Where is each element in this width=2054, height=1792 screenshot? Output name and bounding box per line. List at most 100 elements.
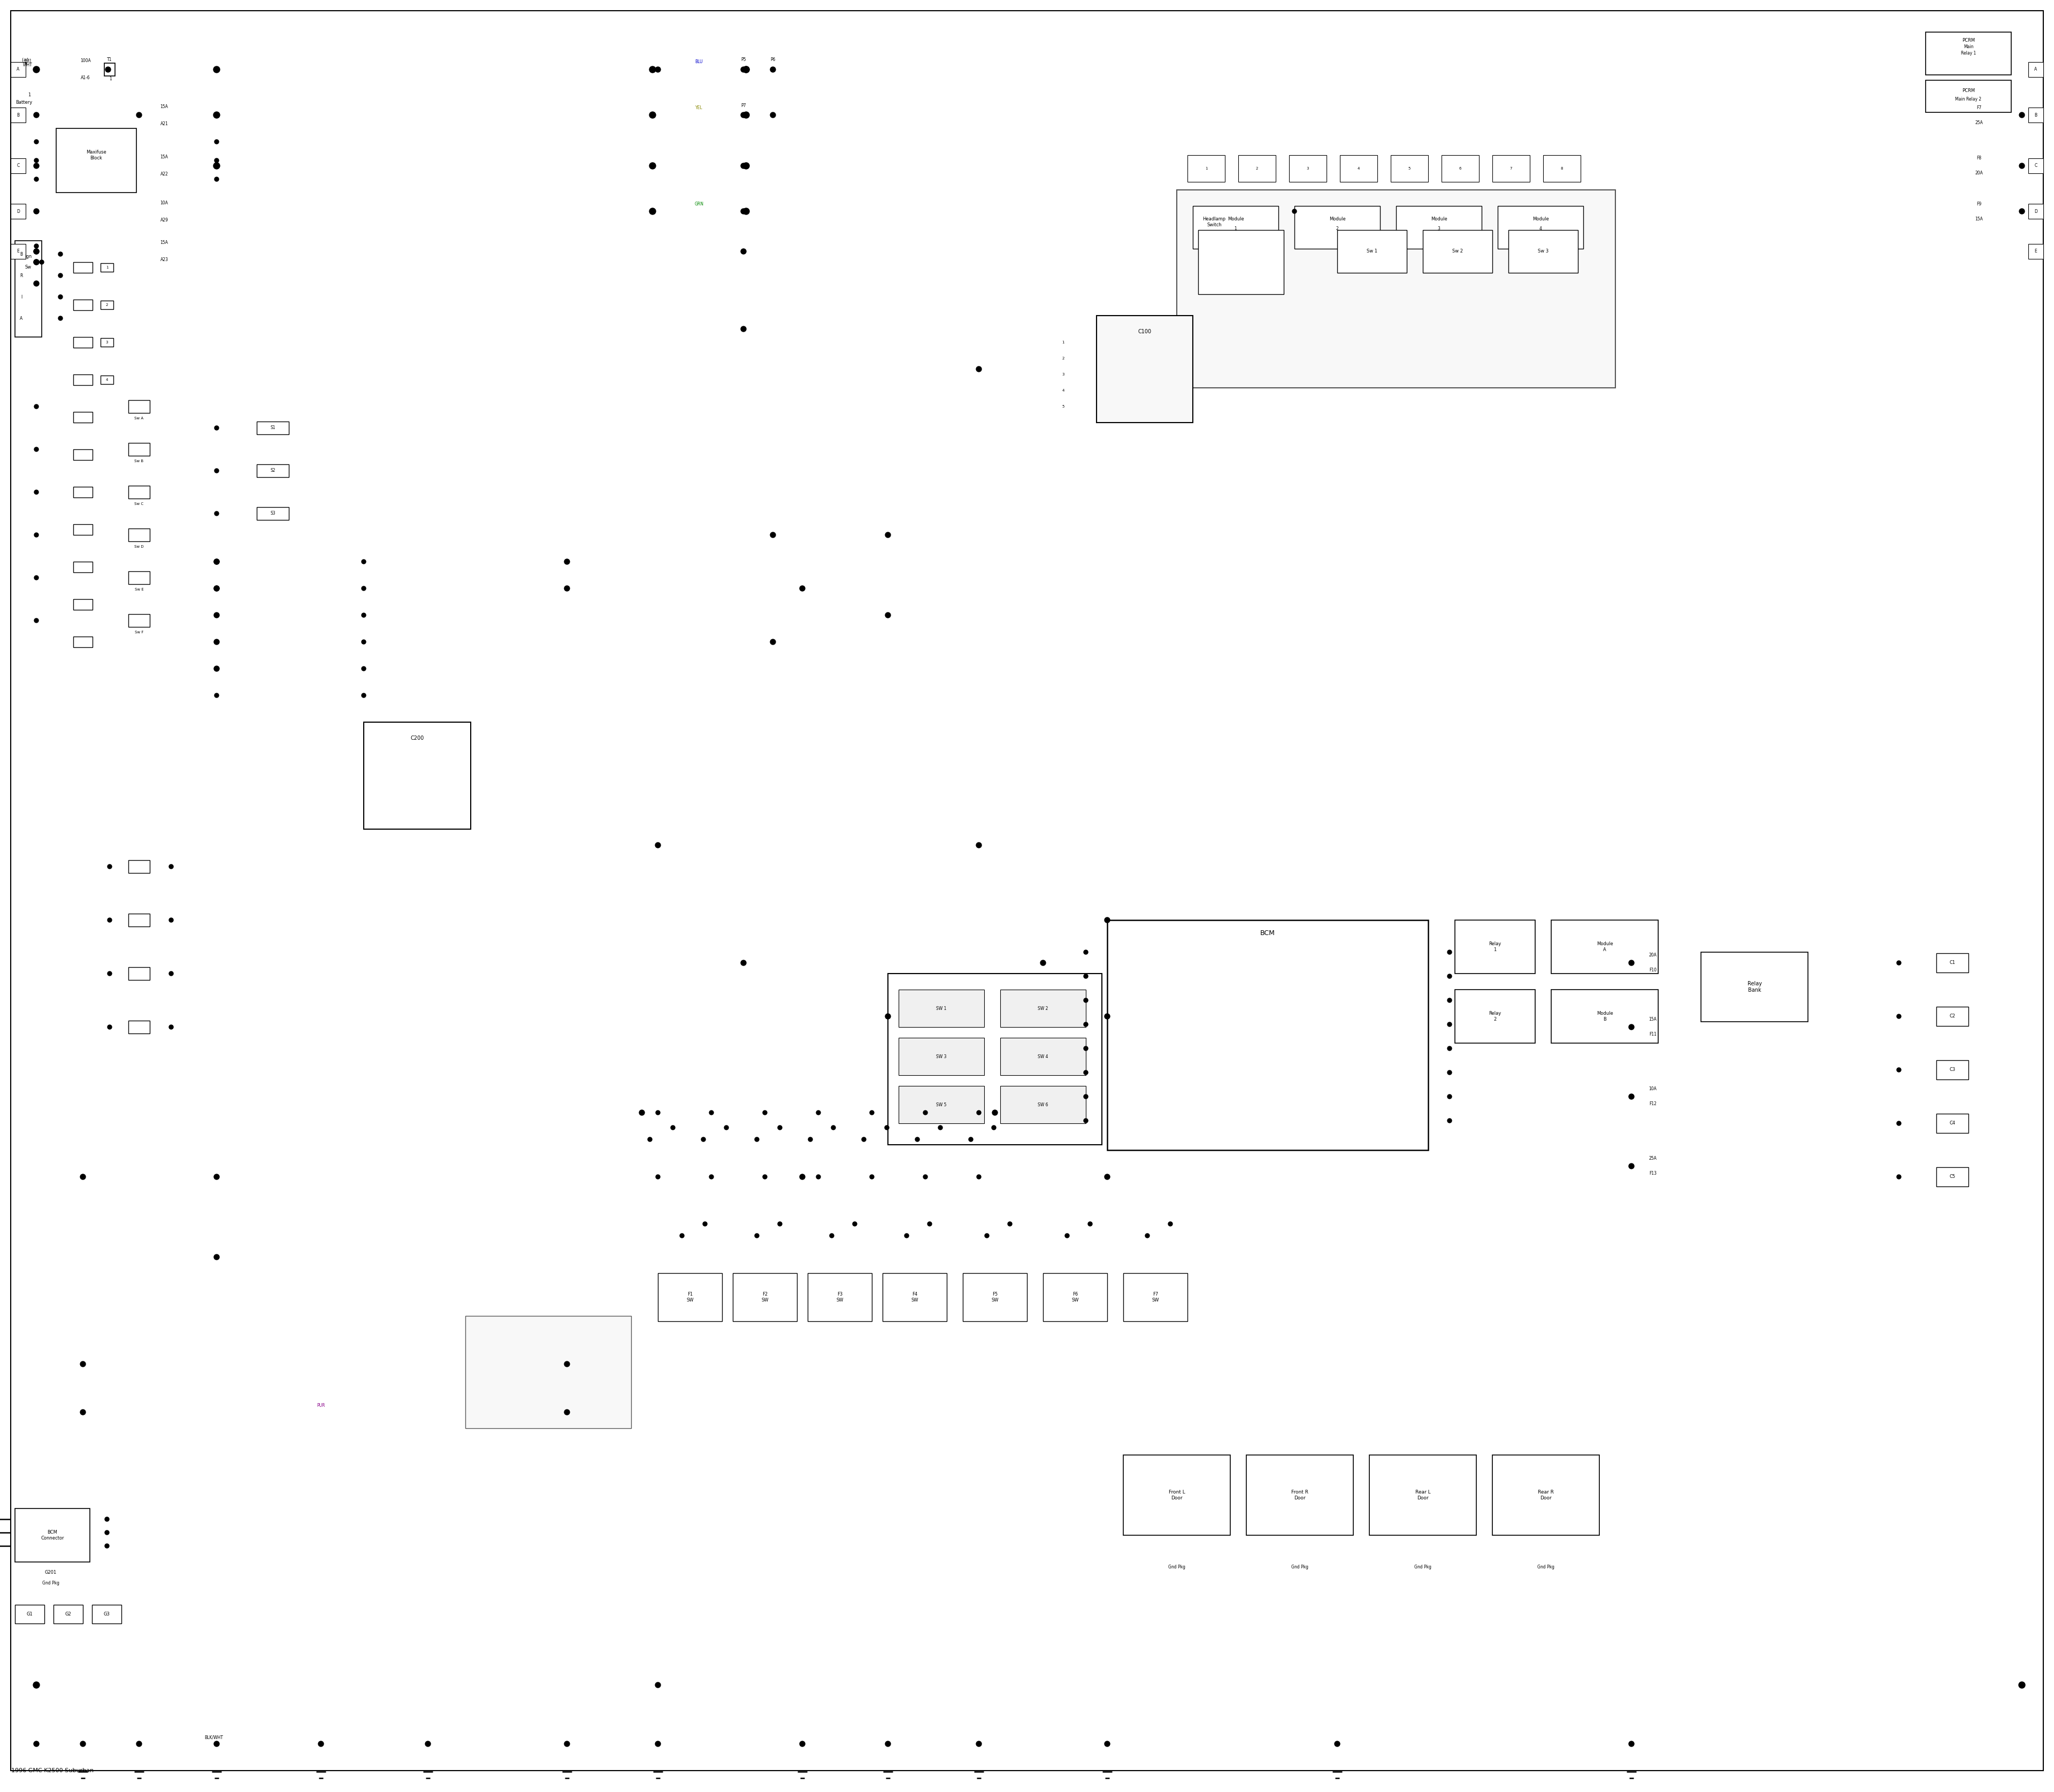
Circle shape xyxy=(2019,208,2025,213)
Bar xyxy=(1370,1455,1477,1536)
Circle shape xyxy=(1089,1222,1093,1226)
Text: 10A: 10A xyxy=(1649,1086,1658,1091)
Circle shape xyxy=(815,1111,820,1115)
Text: Relay
2: Relay 2 xyxy=(1489,1011,1501,1021)
Bar xyxy=(10,63,25,77)
Bar xyxy=(101,263,113,272)
Circle shape xyxy=(1448,998,1452,1002)
Text: R: R xyxy=(21,272,23,278)
Bar xyxy=(127,443,150,455)
Bar xyxy=(92,1606,121,1624)
Text: SW 2: SW 2 xyxy=(1037,1005,1048,1011)
Circle shape xyxy=(969,1138,974,1142)
Circle shape xyxy=(214,559,220,564)
Circle shape xyxy=(922,1176,928,1179)
Bar xyxy=(887,973,1101,1145)
Text: SW 6: SW 6 xyxy=(1037,1102,1048,1107)
Text: Gnd Pkg: Gnd Pkg xyxy=(1415,1564,1432,1570)
Text: 10A: 10A xyxy=(160,201,168,204)
Circle shape xyxy=(58,253,62,256)
Circle shape xyxy=(214,667,220,670)
Circle shape xyxy=(107,918,111,923)
Text: Front L
Door: Front L Door xyxy=(1169,1489,1185,1500)
Text: 1: 1 xyxy=(29,93,31,97)
Text: 8: 8 xyxy=(1561,167,1563,170)
Text: D: D xyxy=(2033,210,2038,213)
Circle shape xyxy=(35,140,39,143)
Circle shape xyxy=(1105,1014,1109,1020)
Circle shape xyxy=(35,244,39,249)
Circle shape xyxy=(35,158,39,163)
Text: Relay 1: Relay 1 xyxy=(1962,52,1976,56)
Text: A29: A29 xyxy=(160,217,168,222)
Circle shape xyxy=(168,864,173,869)
Text: C2: C2 xyxy=(1949,1014,1955,1020)
Circle shape xyxy=(885,1014,891,1020)
Bar xyxy=(1442,156,1479,181)
Text: F7
SW: F7 SW xyxy=(1152,1292,1158,1303)
Circle shape xyxy=(214,613,220,616)
Bar xyxy=(74,636,92,647)
Circle shape xyxy=(741,113,746,118)
Bar xyxy=(466,1315,631,1428)
Text: Gnd Pkg: Gnd Pkg xyxy=(1169,1564,1185,1570)
Text: A21: A21 xyxy=(160,122,168,125)
Circle shape xyxy=(778,1222,783,1226)
Bar xyxy=(900,989,984,1027)
Circle shape xyxy=(1169,1222,1173,1226)
Bar xyxy=(101,339,113,346)
Bar xyxy=(1493,156,1530,181)
Text: Gnd Pkg: Gnd Pkg xyxy=(1292,1564,1308,1570)
Text: Headlamp
Switch: Headlamp Switch xyxy=(1204,217,1226,228)
Bar xyxy=(1937,1061,1968,1079)
Text: Module: Module xyxy=(1432,217,1448,222)
Circle shape xyxy=(863,1138,867,1142)
Circle shape xyxy=(649,66,655,73)
Bar xyxy=(101,301,113,310)
Bar xyxy=(1454,919,1534,973)
Circle shape xyxy=(655,66,661,72)
Text: 4: 4 xyxy=(1062,389,1064,392)
Text: Rear R
Door: Rear R Door xyxy=(1538,1489,1553,1500)
Text: Module: Module xyxy=(1532,217,1549,222)
Circle shape xyxy=(649,111,655,118)
Bar xyxy=(14,240,41,337)
Circle shape xyxy=(885,1125,889,1129)
Text: 1996 GMC K2500 Suburban: 1996 GMC K2500 Suburban xyxy=(10,1769,94,1774)
Circle shape xyxy=(1448,1118,1452,1124)
Bar xyxy=(10,244,25,258)
Circle shape xyxy=(1896,1068,1902,1072)
Circle shape xyxy=(107,971,111,975)
Circle shape xyxy=(992,1109,998,1115)
Text: SW 1: SW 1 xyxy=(937,1005,947,1011)
Bar xyxy=(74,412,92,423)
Text: E: E xyxy=(2036,249,2038,254)
Bar xyxy=(1000,989,1087,1027)
Circle shape xyxy=(80,1174,86,1179)
Bar xyxy=(127,572,150,584)
Text: SW 4: SW 4 xyxy=(1037,1054,1048,1059)
Circle shape xyxy=(1629,1742,1635,1747)
Text: Sw: Sw xyxy=(25,265,31,271)
Circle shape xyxy=(741,208,746,213)
Bar xyxy=(900,1038,984,1075)
Bar xyxy=(963,1272,1027,1321)
Text: 1: 1 xyxy=(109,77,113,82)
Circle shape xyxy=(33,66,39,72)
Text: 15A: 15A xyxy=(1649,1018,1658,1021)
Circle shape xyxy=(80,1410,86,1416)
Circle shape xyxy=(1448,1021,1452,1027)
Text: 1: 1 xyxy=(105,265,109,269)
Bar xyxy=(1397,206,1481,249)
Bar xyxy=(101,376,113,383)
Circle shape xyxy=(744,66,750,73)
Circle shape xyxy=(35,618,39,622)
Text: GRN: GRN xyxy=(694,201,705,206)
Text: Sw 3: Sw 3 xyxy=(1538,249,1549,254)
Bar xyxy=(127,968,150,980)
Text: Sw F: Sw F xyxy=(136,631,144,634)
Text: 25A: 25A xyxy=(1976,120,1982,125)
Circle shape xyxy=(362,613,366,616)
Bar xyxy=(1454,989,1534,1043)
Circle shape xyxy=(214,559,220,564)
